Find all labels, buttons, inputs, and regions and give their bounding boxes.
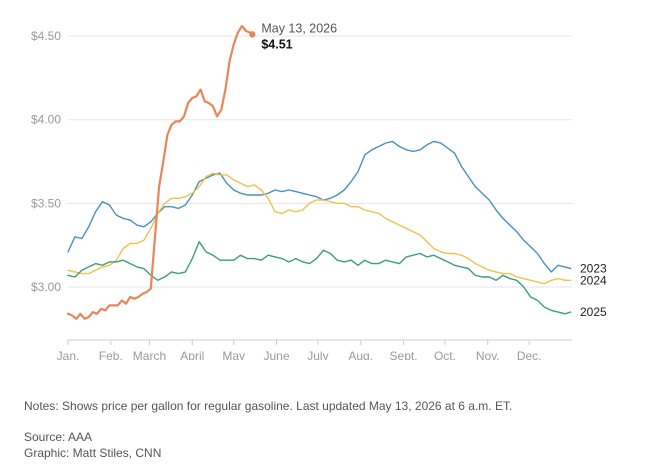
- y-tick-label: $3.50: [31, 196, 61, 210]
- y-tick-label: $4.00: [31, 113, 61, 127]
- chart-svg: $4.50 $4.00 $3.50 $3.00 Jan. Feb. March April Ma…: [31, 21, 607, 360]
- series-line-2023: [67, 140, 572, 273]
- y-tick-label: $3.00: [31, 280, 61, 294]
- x-tick-label: July: [307, 349, 328, 360]
- series-label-2024: 2024: [580, 273, 607, 287]
- x-tick-label: March: [133, 349, 166, 360]
- y-tick-label: $4.50: [31, 29, 61, 43]
- x-tick-label: Aug.: [348, 349, 373, 360]
- x-tick-label: Nov.: [476, 349, 500, 360]
- series-label-2023: 2023: [580, 262, 607, 276]
- x-tick-label: June: [263, 349, 289, 360]
- x-tick-label: April: [180, 349, 204, 360]
- series-line-current: [66, 24, 253, 320]
- chart-graphic-credit: Graphic: Matt Stiles, CNN: [24, 446, 162, 460]
- annotation-value: $4.51: [261, 37, 292, 51]
- chart-notes: Notes: Shows price per gallon for regula…: [24, 399, 513, 413]
- annotation-date: May 13, 2026: [261, 21, 337, 35]
- series-line-2024: [67, 172, 572, 285]
- x-tick-label: May: [222, 349, 245, 360]
- latest-point-marker: [249, 31, 256, 38]
- x-tick-label: Oct.: [434, 349, 456, 360]
- x-tick-label: Dec.: [517, 349, 542, 360]
- series-line-2025: [67, 241, 572, 315]
- x-tick-label: Sept.: [390, 349, 418, 360]
- chart-source: Source: AAA: [24, 430, 93, 444]
- x-tick-label: Feb.: [99, 349, 123, 360]
- gas-price-chart: $4.50 $4.00 $3.50 $3.00 Jan. Feb. March April Ma…: [31, 21, 607, 360]
- series-label-2025: 2025: [580, 305, 607, 319]
- x-tick-label: Jan.: [57, 349, 80, 360]
